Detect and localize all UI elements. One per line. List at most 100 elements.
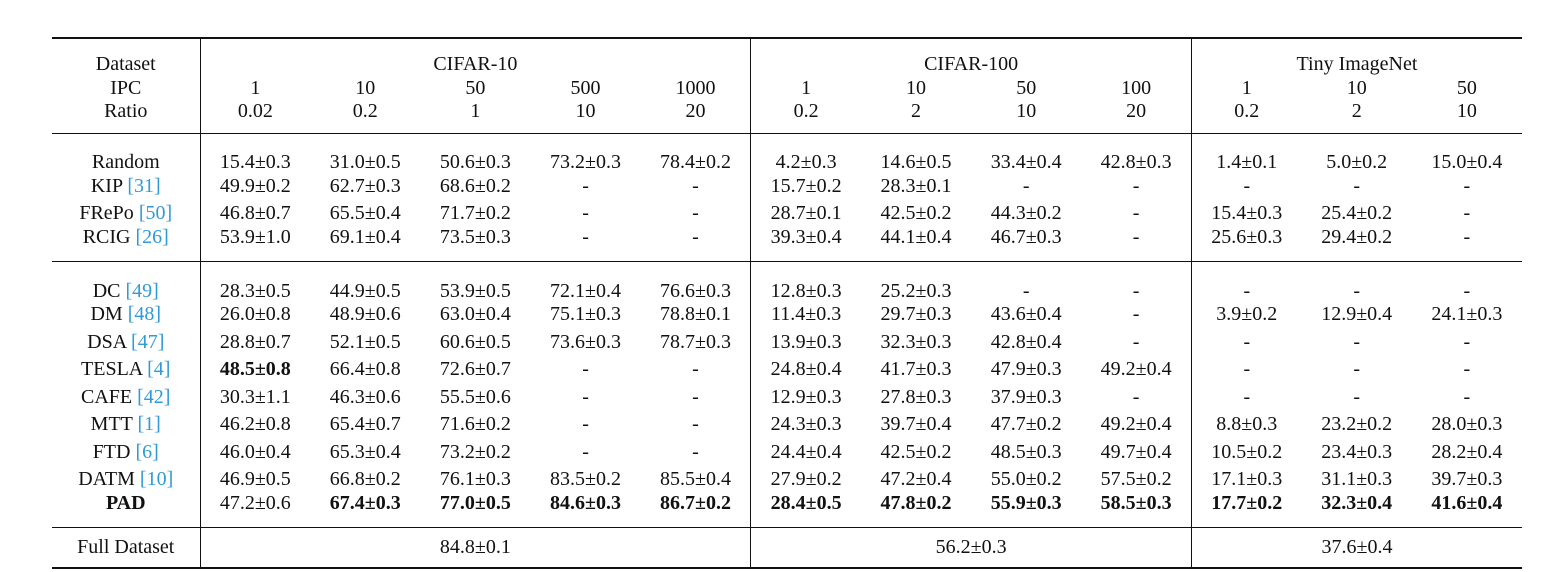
- value-cell: 37.9±0.3: [990, 385, 1062, 408]
- value-cell: 31.0±0.5: [310, 132, 421, 172]
- value-cell: 43.6±0.4: [990, 303, 1062, 326]
- value-cell: -: [1353, 358, 1361, 381]
- value-cell: 23.4±0.3: [1321, 440, 1393, 463]
- data-row: TESLA [4] 48.5±0.8 66.4±0.8 72.6±0.7- -24.8±…: [52, 355, 1522, 383]
- method-name: FTD: [92, 440, 131, 463]
- value-cell: 55.9±0.3: [990, 492, 1062, 514]
- ratio-cell: 2: [911, 100, 922, 122]
- value-cell: 68.6±0.2: [439, 174, 511, 197]
- value-cell: 28.3±0.1: [880, 174, 952, 197]
- method-cell: DM [48]: [52, 301, 200, 329]
- ipc-cell: 100: [1121, 76, 1152, 99]
- value-cell: 69.1±0.4: [329, 226, 401, 248]
- value-cell: 77.0±0.5: [439, 492, 511, 514]
- value-cell: -: [692, 174, 699, 197]
- value-cell: -: [582, 413, 589, 436]
- value-cell: -: [1190, 328, 1302, 356]
- value-cell: 83.5±0.2: [550, 468, 622, 491]
- citation[interactable]: [4]: [147, 358, 171, 381]
- value-cell: -: [1353, 330, 1361, 353]
- data-row: RCIG [26] 53.9±1.0 69.1±0.4 73.5±0.3- -39.3±…: [52, 227, 1522, 262]
- value-cell: 37.6±0.4: [1190, 527, 1522, 569]
- value-cell: -: [1411, 261, 1522, 301]
- value-cell: 15.4±0.3: [1190, 199, 1302, 227]
- ipc-cell: 50: [1456, 76, 1477, 99]
- value-cell: 25.2±0.3: [860, 261, 972, 301]
- citation[interactable]: [31]: [127, 174, 161, 197]
- method-cell: FRePo [50]: [52, 200, 200, 228]
- value-cell: 46.3±0.6: [329, 385, 401, 408]
- value-cell: -: [692, 413, 699, 436]
- ipc-cell: 10: [355, 76, 376, 99]
- value-cell: -: [692, 358, 699, 381]
- value-cell: 25.4±0.2: [1321, 202, 1393, 225]
- ratio-cell: 0.2: [352, 100, 378, 122]
- data-row: KIP [31] 49.9±0.2 62.7±0.3 68.6±0.2- -15.7±0…: [52, 172, 1522, 200]
- value-cell: 48.5±0.3: [990, 440, 1062, 463]
- value-cell: 30.3±1.1: [199, 383, 311, 411]
- ratio-cell: 2: [1351, 100, 1362, 122]
- value-cell: 44.1±0.4: [880, 226, 952, 248]
- value-cell: 10.5±0.2: [1190, 438, 1302, 466]
- method-name: TESLA: [81, 358, 143, 381]
- citation[interactable]: [1]: [137, 413, 161, 436]
- value-cell: 71.6±0.2: [439, 413, 511, 436]
- method-cell: Full Dataset: [52, 527, 200, 569]
- value-cell: 23.2±0.2: [1321, 413, 1393, 436]
- value-cell: 48.5±0.8: [199, 355, 311, 383]
- ratio-cell: 20: [685, 100, 706, 122]
- value-cell: 55.5±0.6: [439, 385, 511, 408]
- value-cell: 78.4±0.2: [640, 132, 751, 172]
- value-cell: 4.2±0.3: [750, 132, 861, 172]
- value-cell: -: [1132, 202, 1140, 225]
- value-cell: 42.8±0.3: [1081, 132, 1192, 172]
- value-cell: 42.8±0.4: [990, 330, 1062, 353]
- citation[interactable]: [47]: [131, 330, 165, 353]
- value-cell: 60.6±0.5: [439, 330, 511, 353]
- value-cell: 73.6±0.3: [550, 330, 622, 353]
- value-cell: 31.1±0.3: [1321, 468, 1393, 491]
- citation[interactable]: [10]: [139, 468, 174, 491]
- ratio-cell: 10: [575, 100, 596, 122]
- value-cell: 8.8±0.3: [1190, 410, 1302, 438]
- method-cell: PAD: [52, 493, 200, 528]
- value-cell: 65.4±0.7: [329, 413, 401, 436]
- value-cell: 32.3±0.4: [1321, 492, 1393, 514]
- value-cell: 39.7±0.3: [1431, 468, 1503, 491]
- ratio-cell: 0.02: [199, 101, 311, 133]
- value-cell: 75.1±0.3: [550, 303, 622, 326]
- citation[interactable]: [26]: [135, 226, 169, 248]
- ipc-cell: 10: [906, 76, 927, 99]
- value-cell: 50.6±0.3: [420, 132, 531, 172]
- value-cell: -: [1132, 385, 1140, 408]
- citation[interactable]: [50]: [138, 202, 173, 225]
- value-cell: 15.7±0.2: [750, 172, 861, 200]
- value-cell: 55.0±0.2: [990, 468, 1062, 491]
- value-cell: -: [1353, 174, 1361, 197]
- value-cell: -: [692, 440, 699, 463]
- value-cell: -: [692, 385, 699, 408]
- value-cell: 14.6±0.5: [860, 132, 972, 172]
- value-cell: 46.9±0.5: [199, 465, 311, 493]
- value-cell: -: [1022, 174, 1030, 197]
- citation[interactable]: [6]: [135, 440, 159, 463]
- value-cell: 85.5±0.4: [659, 468, 731, 491]
- value-cell: 46.0±0.4: [199, 438, 311, 466]
- method-cell: MTT [1]: [52, 411, 200, 439]
- value-cell: 41.7±0.3: [880, 358, 952, 381]
- value-cell: 28.0±0.3: [1431, 413, 1503, 436]
- value-cell: 65.5±0.4: [329, 202, 401, 225]
- value-cell: 48.9±0.6: [329, 303, 401, 326]
- value-cell: 15.4±0.3: [199, 132, 311, 172]
- value-cell: -: [1463, 174, 1471, 197]
- ipc-cell: 1: [750, 74, 861, 101]
- citation[interactable]: [49]: [125, 279, 159, 302]
- group-header: CIFAR-10: [199, 37, 751, 74]
- value-cell: 28.2±0.4: [1431, 440, 1503, 463]
- citation[interactable]: [48]: [127, 303, 162, 326]
- value-cell: 33.4±0.4: [971, 132, 1082, 172]
- value-cell: 5.0±0.2: [1301, 132, 1412, 172]
- value-cell: 84.8±0.1: [199, 527, 751, 569]
- results-table: Dataset CIFAR-10 CIFAR-100 Tiny ImageNet IPC…: [52, 37, 1522, 569]
- citation[interactable]: [42]: [137, 385, 171, 408]
